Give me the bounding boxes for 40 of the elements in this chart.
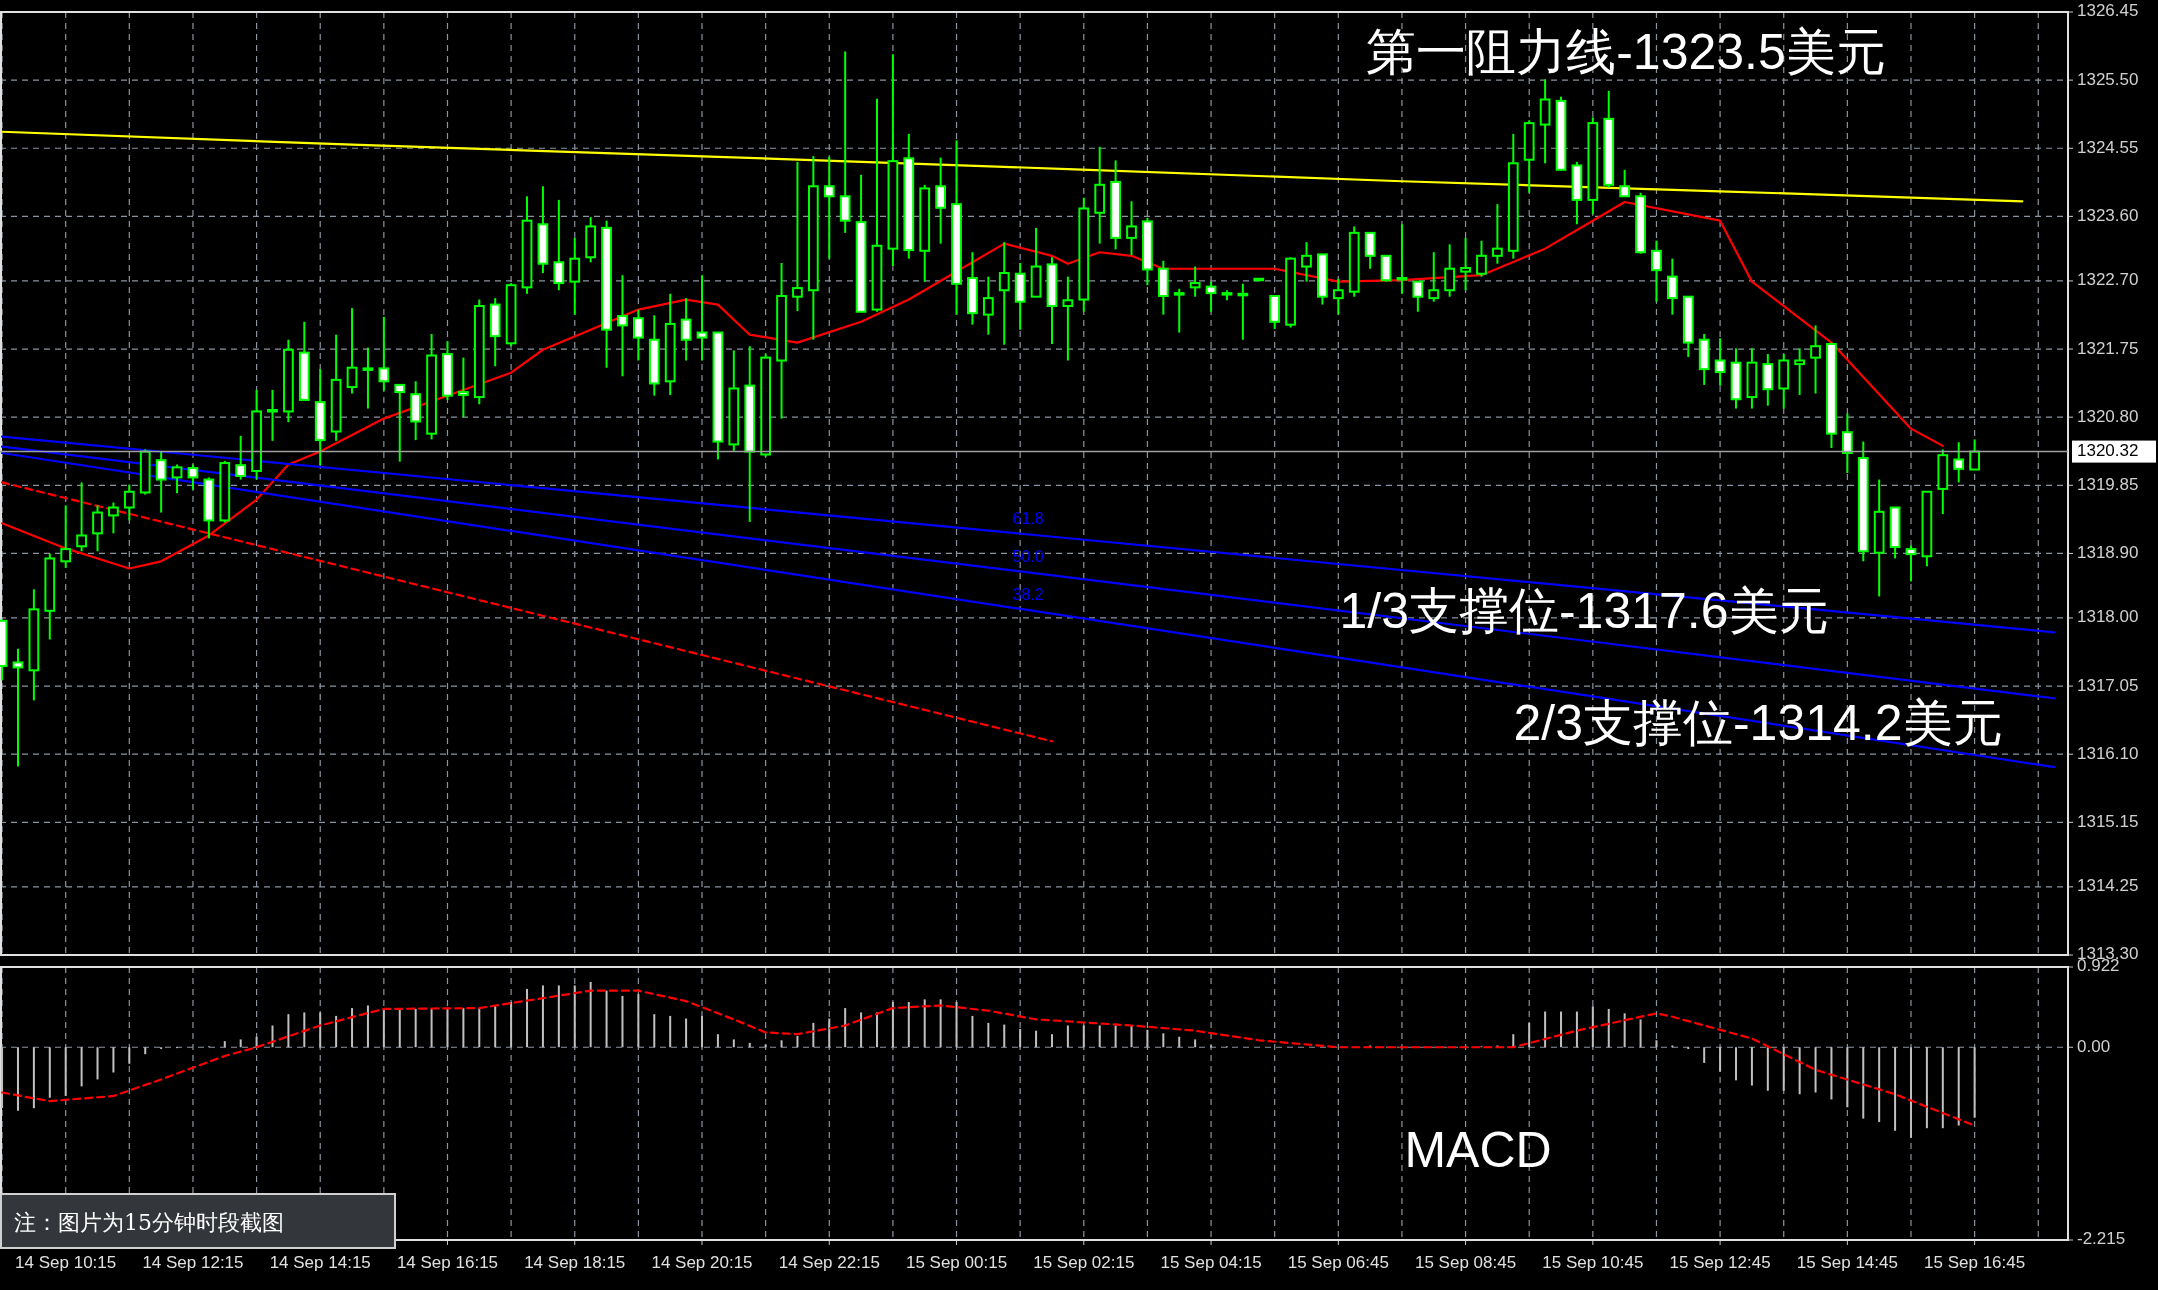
xtick: 15 Sep 04:15 [1160,1253,1262,1272]
ytick: 1318.90 [2077,542,2139,562]
xtick: 14 Sep 20:15 [651,1253,753,1272]
xtick: 14 Sep 18:15 [524,1253,626,1272]
ytick: 1326.45 [2077,1,2139,21]
ytick: 1315.15 [2077,811,2139,831]
ytick: 1317.05 [2077,675,2139,695]
xtick: 15 Sep 10:45 [1542,1253,1644,1272]
series-name: 61.8 [1012,510,1044,528]
ytick: 1320.80 [2077,406,2139,426]
annotation: 第一阻力线-1323.5美元 [1366,24,1886,80]
xtick: 15 Sep 12:45 [1669,1253,1771,1272]
ytick: 1324.55 [2077,137,2139,157]
xtick: 14 Sep 12:15 [142,1253,244,1272]
ytick: 1318.00 [2077,607,2139,627]
xtick: 15 Sep 06:45 [1287,1253,1389,1272]
xtick: 15 Sep 16:45 [1924,1253,2026,1272]
line-series [0,130,2024,203]
ref-line-label: 1320.32 [2077,441,2139,461]
ytick: 1314.25 [2077,876,2139,896]
series-name: 38.2 [1012,586,1044,604]
ytick: 1321.75 [2077,338,2139,358]
note: 注：图片为15分钟时段截图 [14,1210,284,1235]
ytick: 1319.85 [2077,474,2139,494]
xtick: 15 Sep 02:15 [1033,1253,1135,1272]
xtick: 14 Sep 10:15 [15,1253,117,1272]
xtick: 15 Sep 00:15 [905,1253,1008,1272]
xtick: 14 Sep 16:15 [396,1253,499,1272]
ytick: 1323.60 [2077,205,2139,225]
ytick: -2.215 [2077,1229,2126,1249]
ytick: 1325.50 [2077,69,2139,89]
ytick: 0.00 [2077,1036,2111,1056]
annotation: MACD [1404,1122,1552,1178]
xtick: 14 Sep 22:15 [778,1253,880,1272]
series-name: 50.0 [1012,548,1044,566]
xtick: 15 Sep 08:45 [1415,1253,1517,1272]
ytick: 1316.10 [2077,743,2139,763]
xtick: 14 Sep 14:15 [269,1253,371,1272]
xtick: 15 Sep 14:45 [1796,1253,1898,1272]
ytick: 1322.70 [2077,270,2139,290]
